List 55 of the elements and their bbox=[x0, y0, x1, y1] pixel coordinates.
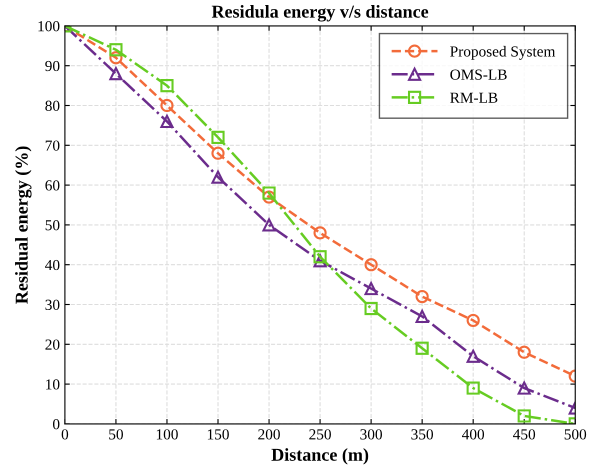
point bbox=[313, 226, 327, 240]
x-tick-label: 250 bbox=[309, 429, 331, 440]
x-tick-label: 300 bbox=[360, 429, 382, 440]
y-tick-label: 30 bbox=[45, 300, 60, 310]
point bbox=[262, 218, 276, 232]
point bbox=[518, 381, 531, 395]
point bbox=[416, 342, 429, 355]
point bbox=[313, 250, 327, 264]
point bbox=[262, 186, 276, 200]
y-tick-label: 60 bbox=[45, 180, 60, 191]
point bbox=[160, 114, 174, 128]
point bbox=[518, 346, 531, 359]
y-tick-label: 10 bbox=[46, 379, 60, 390]
y-tick-label: 20 bbox=[45, 339, 60, 350]
x-axis-title: Distance (m) bbox=[272, 448, 368, 465]
point bbox=[466, 350, 480, 363]
y-tick-label: 50 bbox=[46, 220, 60, 230]
point bbox=[160, 98, 174, 112]
point bbox=[364, 282, 378, 296]
x-tick-label: 50 bbox=[109, 429, 123, 440]
point bbox=[416, 290, 429, 304]
legend-label: Proposed System bbox=[450, 46, 556, 60]
point bbox=[109, 67, 123, 80]
y-tick-label: 100 bbox=[38, 21, 60, 32]
point bbox=[518, 409, 531, 423]
y-axis-title: Residual energy (%) bbox=[15, 146, 32, 304]
point bbox=[313, 254, 327, 268]
x-tick-label: 450 bbox=[513, 429, 536, 440]
point bbox=[364, 302, 378, 316]
point bbox=[109, 43, 123, 56]
x-tick-label: 0 bbox=[62, 429, 68, 440]
y-tick-label: 40 bbox=[45, 260, 60, 270]
point bbox=[211, 130, 225, 144]
x-tick-label: 400 bbox=[462, 429, 484, 440]
x-tick-label: 200 bbox=[258, 429, 280, 440]
point bbox=[262, 190, 276, 204]
y-tick-label: 70 bbox=[46, 140, 60, 151]
x-tick-label: 350 bbox=[411, 429, 434, 440]
point bbox=[416, 310, 429, 324]
y-tick-label: 0 bbox=[52, 419, 60, 430]
point bbox=[466, 314, 480, 328]
x-tick-label: 500 bbox=[564, 429, 586, 440]
point bbox=[211, 146, 225, 160]
point bbox=[466, 381, 480, 395]
x-tick-label: 100 bbox=[156, 429, 178, 440]
point bbox=[109, 51, 123, 64]
x-tick-label: 150 bbox=[208, 429, 229, 440]
legend-label: OMS-LB bbox=[450, 70, 507, 80]
legend-label: RM-LB bbox=[450, 92, 498, 103]
point bbox=[364, 258, 378, 272]
point bbox=[160, 79, 174, 92]
point bbox=[211, 170, 225, 184]
y-tick-label: 90 bbox=[45, 60, 60, 72]
chart-title: Residula energy v/s distance bbox=[212, 5, 428, 22]
y-tick-label: 80 bbox=[45, 100, 60, 111]
